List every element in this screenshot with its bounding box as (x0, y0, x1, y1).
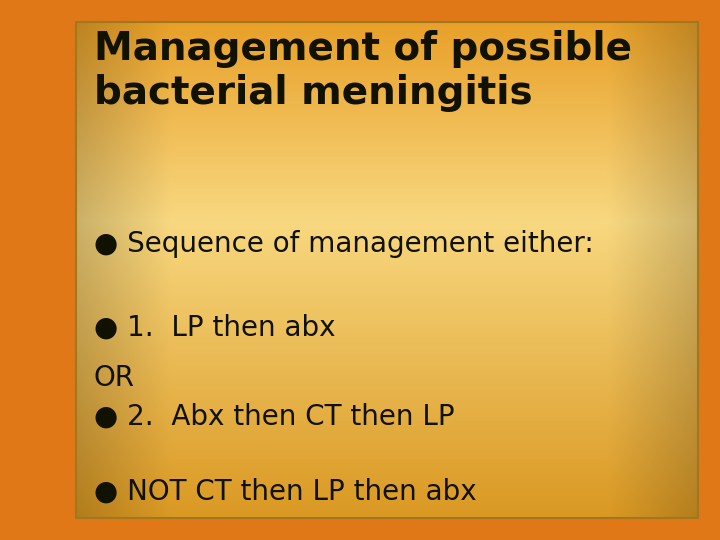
Text: ● 1.  LP then abx: ● 1. LP then abx (94, 313, 335, 341)
Text: OR: OR (94, 364, 135, 393)
Text: Management of possible
bacterial meningitis: Management of possible bacterial meningi… (94, 30, 631, 112)
Bar (76, 22, 698, 518)
Text: ● NOT CT then LP then abx: ● NOT CT then LP then abx (94, 478, 476, 506)
Text: ● 2.  Abx then CT then LP: ● 2. Abx then CT then LP (94, 402, 454, 430)
Text: ● Sequence of management either:: ● Sequence of management either: (94, 230, 593, 258)
